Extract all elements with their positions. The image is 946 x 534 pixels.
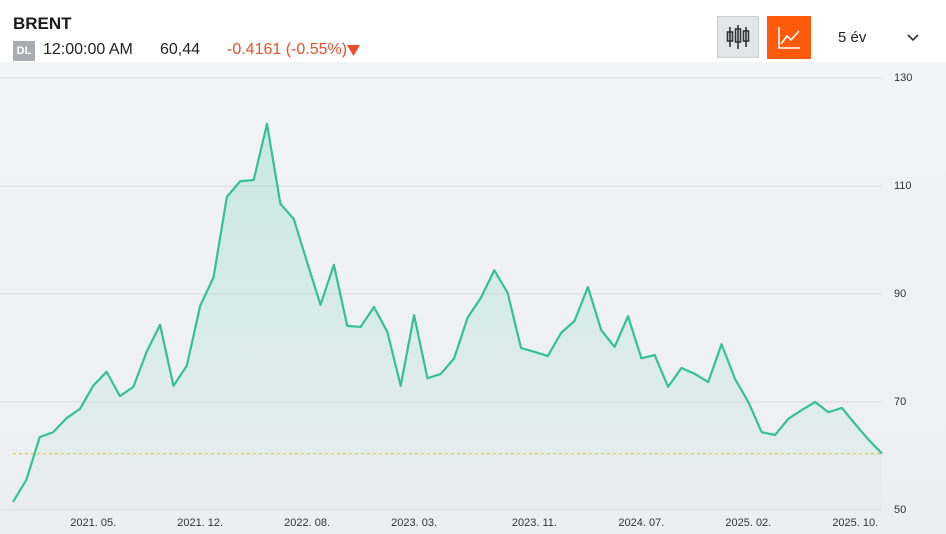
x-tick-label: 2024. 07. <box>618 517 664 529</box>
change: -0.4161 (-0.55%) <box>227 41 348 58</box>
x-tick-label: 2025. 10. <box>832 517 878 529</box>
candlestick-button[interactable] <box>717 16 759 58</box>
dropdown-chevron[interactable] <box>906 33 920 43</box>
y-tick-label: 70 <box>894 396 906 408</box>
y-tick-label: 130 <box>894 72 912 84</box>
x-tick-label: 2023. 03. <box>391 517 437 529</box>
line-chart-icon <box>778 27 800 49</box>
area-fill <box>13 123 882 511</box>
y-tick-label: 90 <box>894 288 906 300</box>
instrument-title: BRENT <box>13 14 72 33</box>
source-badge: DL <box>13 41 35 61</box>
x-tick-label: 2021. 05. <box>70 517 116 529</box>
line-chart-button[interactable] <box>767 16 811 59</box>
period-selector[interactable]: 5 év <box>838 29 867 46</box>
down-arrow <box>347 45 360 56</box>
price-line <box>12 122 883 503</box>
time: 12:00:00 AM <box>43 41 133 58</box>
x-tick-label: 2021. 12. <box>177 517 223 529</box>
x-tick-label: 2022. 08. <box>284 517 330 529</box>
price: 60,44 <box>160 41 201 58</box>
x-tick-label: 2025. 02. <box>725 517 771 529</box>
candlestick-icon <box>726 25 750 49</box>
y-tick-label: 50 <box>894 504 906 516</box>
y-tick-label: 110 <box>894 180 912 192</box>
x-tick-label: 2023. 11. <box>512 517 557 529</box>
